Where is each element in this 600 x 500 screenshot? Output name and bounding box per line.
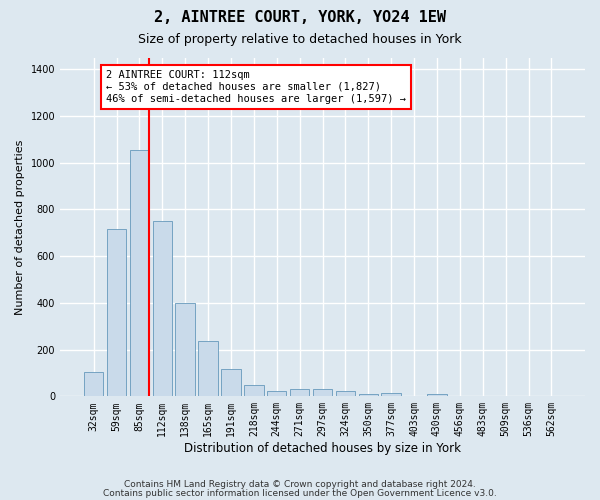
Y-axis label: Number of detached properties: Number of detached properties <box>15 139 25 314</box>
Text: Contains HM Land Registry data © Crown copyright and database right 2024.: Contains HM Land Registry data © Crown c… <box>124 480 476 489</box>
Bar <box>107 230 126 396</box>
Bar <box>359 394 378 396</box>
Bar <box>199 341 218 396</box>
X-axis label: Distribution of detached houses by size in York: Distribution of detached houses by size … <box>184 442 461 455</box>
Bar <box>290 390 310 396</box>
Bar <box>221 370 241 396</box>
Bar <box>335 391 355 396</box>
Bar <box>267 391 286 396</box>
Text: Contains public sector information licensed under the Open Government Licence v3: Contains public sector information licen… <box>103 488 497 498</box>
Text: Size of property relative to detached houses in York: Size of property relative to detached ho… <box>138 32 462 46</box>
Bar <box>382 393 401 396</box>
Text: 2, AINTREE COURT, YORK, YO24 1EW: 2, AINTREE COURT, YORK, YO24 1EW <box>154 10 446 25</box>
Bar <box>313 390 332 396</box>
Bar <box>427 394 446 396</box>
Bar <box>130 150 149 396</box>
Bar <box>175 303 195 396</box>
Text: 2 AINTREE COURT: 112sqm
← 53% of detached houses are smaller (1,827)
46% of semi: 2 AINTREE COURT: 112sqm ← 53% of detache… <box>106 70 406 104</box>
Bar <box>84 372 103 396</box>
Bar <box>244 386 263 396</box>
Bar <box>152 221 172 396</box>
